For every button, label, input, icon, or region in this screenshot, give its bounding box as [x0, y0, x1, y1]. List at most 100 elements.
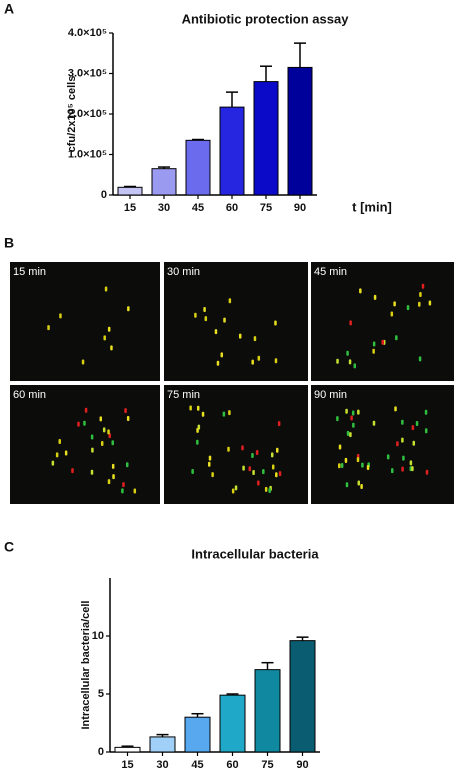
y-axis-label: cfu/2x10⁵ cells [66, 76, 78, 153]
cell-dot [99, 416, 103, 422]
cell-dot [275, 472, 278, 478]
cell-dot [357, 480, 361, 486]
cell-dot [401, 466, 404, 472]
cell-dot [83, 420, 86, 426]
cell-dot [357, 409, 360, 415]
cell-dot [356, 457, 360, 463]
cell-dot [228, 410, 231, 416]
cell-dot [208, 461, 211, 467]
cell-dot [231, 488, 235, 494]
y-tick-label: 1.0×10⁵ [68, 148, 107, 160]
cell-dot [412, 440, 416, 446]
bar [149, 736, 176, 753]
cell-dot [100, 441, 104, 447]
y-tick-label: 5 [98, 688, 104, 700]
cell-dot [55, 452, 59, 458]
cell-dot [402, 455, 405, 461]
cell-dot [345, 408, 348, 414]
cell-dot [411, 425, 415, 431]
panel-letter: A [4, 1, 14, 17]
cell-dot [58, 439, 61, 445]
y-tick-label: 3.0×10⁵ [68, 67, 107, 79]
y-axis-label: Intracellular bacteria/cell [80, 600, 92, 729]
cell-dot [102, 427, 106, 433]
micrograph-label: 15 min [13, 266, 46, 278]
y-tick-label: 0 [98, 746, 104, 758]
cell-dot [238, 333, 242, 339]
cell-dot [108, 433, 111, 439]
micrograph-label: 90 min [314, 389, 347, 401]
cell-dot [227, 446, 230, 452]
cell-dot [424, 428, 428, 434]
cell-dot [270, 452, 274, 458]
cell-dot [107, 326, 111, 332]
cell-dot [104, 286, 108, 292]
cell-dot [242, 465, 245, 471]
cell-dot [257, 480, 260, 486]
y-tick-label: 2.0×10⁵ [68, 108, 107, 120]
cell-dot [390, 311, 394, 317]
cell-dot [395, 335, 398, 341]
cell-dot [126, 415, 130, 421]
cell-dot [47, 325, 50, 331]
cell-dot [91, 447, 94, 453]
cell-dot [189, 405, 192, 411]
cell-dot [274, 358, 278, 364]
cell-dot [346, 350, 349, 356]
cell-dot [396, 441, 399, 447]
cell-dot [372, 420, 376, 426]
cell-dot [84, 407, 88, 413]
cell-dot [203, 307, 206, 313]
cell-dot [90, 434, 94, 440]
bar [219, 694, 246, 753]
cell-dot [262, 469, 265, 475]
cell-dot [360, 484, 363, 490]
bar [253, 81, 279, 196]
cell-dot [351, 410, 355, 416]
cell-dot [220, 352, 224, 358]
cell-dot [352, 422, 355, 428]
x-tick-label: 60 [226, 759, 238, 771]
cell-dot [255, 450, 259, 456]
bar [117, 186, 143, 196]
cell-dot [359, 288, 362, 294]
micrograph-label: 75 min [167, 389, 200, 401]
cell-dot [126, 462, 129, 468]
cell-dot [222, 411, 226, 417]
micrograph [311, 385, 454, 504]
x-tick-label: 60 [226, 202, 238, 214]
cell-dot [103, 335, 106, 341]
x-tick-label: 90 [296, 759, 308, 771]
cell-dot [133, 488, 137, 494]
chart-title: Antibiotic protection assay [182, 11, 350, 26]
cell-dot [428, 300, 432, 306]
x-tick-label: 90 [294, 202, 306, 214]
y-tick-label: 0 [101, 189, 107, 201]
cell-dot [409, 460, 413, 466]
bar [185, 139, 211, 196]
y-tick-label: 10 [92, 630, 104, 642]
cell-dot [274, 320, 277, 326]
cell-dot [90, 469, 94, 475]
bar [289, 640, 316, 753]
cell-dot [191, 469, 194, 475]
bar [114, 746, 141, 753]
cell-dot [336, 416, 339, 422]
cell-dot [393, 301, 396, 307]
bar [287, 66, 313, 196]
cell-dot [252, 470, 255, 476]
bar [219, 106, 245, 196]
cell-dot [425, 469, 429, 475]
x-tick-label: 45 [191, 759, 203, 771]
micrograph-label: 60 min [13, 389, 46, 401]
cell-dot [353, 363, 356, 369]
cell-dot [228, 298, 232, 304]
cell-dot [349, 320, 352, 326]
cell-dot [344, 457, 348, 463]
cell-dot [338, 444, 342, 450]
cell-dot [411, 466, 414, 472]
cell-dot [110, 345, 113, 351]
cell-dot [264, 486, 268, 492]
x-tick-label: 45 [192, 202, 204, 214]
cell-dot [394, 406, 397, 412]
